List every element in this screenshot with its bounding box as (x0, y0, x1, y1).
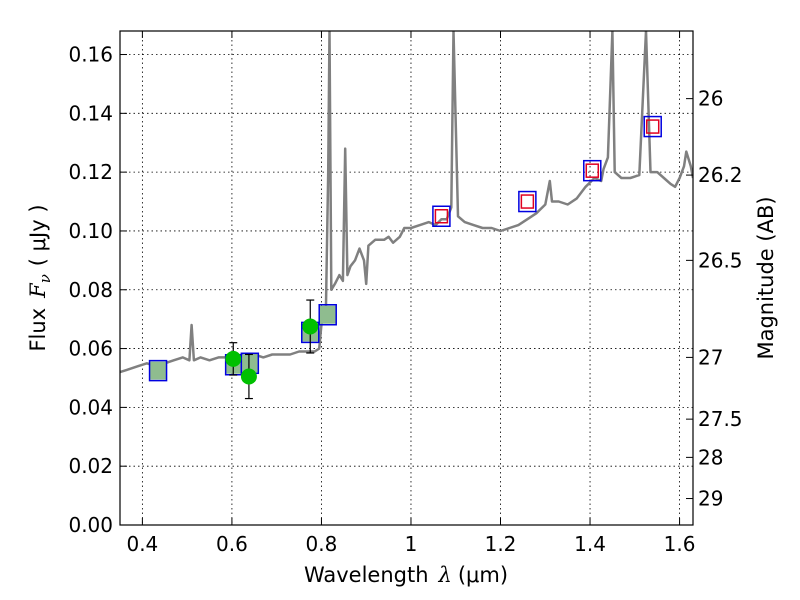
y2-axis-ticks: 26 26.2 26.5 27 27.5 28 29 (686, 87, 743, 511)
y-tick-label: 0.04 (68, 395, 113, 419)
y-axis-label: FluxFν( μJy ) (26, 204, 54, 351)
y2-tick-label: 26.5 (698, 248, 743, 272)
x-tick-label: 0.6 (216, 532, 248, 556)
nir-box-outer (518, 190, 537, 213)
y-tick-label: 0.00 (68, 513, 113, 537)
x-tick-label: 1.2 (485, 532, 517, 556)
y2-axis-label: Magnitude (AB) (754, 196, 778, 359)
y-tick-label: 0.02 (68, 454, 113, 478)
model-box (318, 304, 337, 326)
x-tick-label: 0.8 (306, 532, 338, 556)
y2-tick-label: 26 (698, 87, 723, 111)
y-tick-label: 0.16 (68, 43, 113, 67)
spectrum-line (120, 31, 693, 374)
y-tick-label: 0.06 (68, 337, 113, 361)
plot-frame (119, 30, 694, 526)
photometry-point (302, 318, 319, 335)
y2-tick-label: 28 (698, 445, 723, 469)
y2-tick-label: 27 (698, 345, 723, 369)
y2-tick-label: 27.5 (698, 407, 743, 431)
nir-box-outer (432, 205, 451, 227)
y2-tick-label: 26.2 (698, 163, 743, 187)
x-axis-ticks: 0.4 0.6 0.8 1 1.2 1.4 1.6 (126, 31, 695, 556)
nir-box-inner (520, 194, 535, 209)
grid-lines (120, 31, 693, 526)
photometry-point (225, 350, 242, 367)
y-axis-ticks: 0.00 0.02 0.04 0.06 0.08 0.10 0.12 0.14 0.16 (68, 43, 127, 537)
x-tick-label: 0.4 (126, 532, 158, 556)
x-tick-label: 1 (405, 532, 418, 556)
nir-box-inner (645, 119, 660, 134)
y-tick-label: 0.14 (68, 101, 113, 125)
plot-area (120, 31, 693, 400)
y-tick-label: 0.12 (68, 160, 113, 184)
nir-box-outer (643, 115, 662, 138)
nir-box-inner (585, 163, 600, 178)
y2-tick-label: 29 (698, 487, 723, 511)
x-axis-label: Wavelength λ (μm) (304, 563, 508, 587)
model-box-fill (319, 305, 336, 324)
x-tick-label: 1.6 (664, 532, 696, 556)
photometry-point (240, 368, 257, 385)
nir-box-outer (583, 159, 602, 182)
y-tick-label: 0.08 (68, 278, 113, 302)
model-box-fill (150, 361, 167, 380)
y-tick-label: 0.10 (68, 219, 113, 243)
x-tick-label: 1.4 (574, 532, 606, 556)
model-box (148, 359, 168, 382)
nir-box-inner (434, 209, 449, 224)
model-box-fill (241, 354, 258, 373)
